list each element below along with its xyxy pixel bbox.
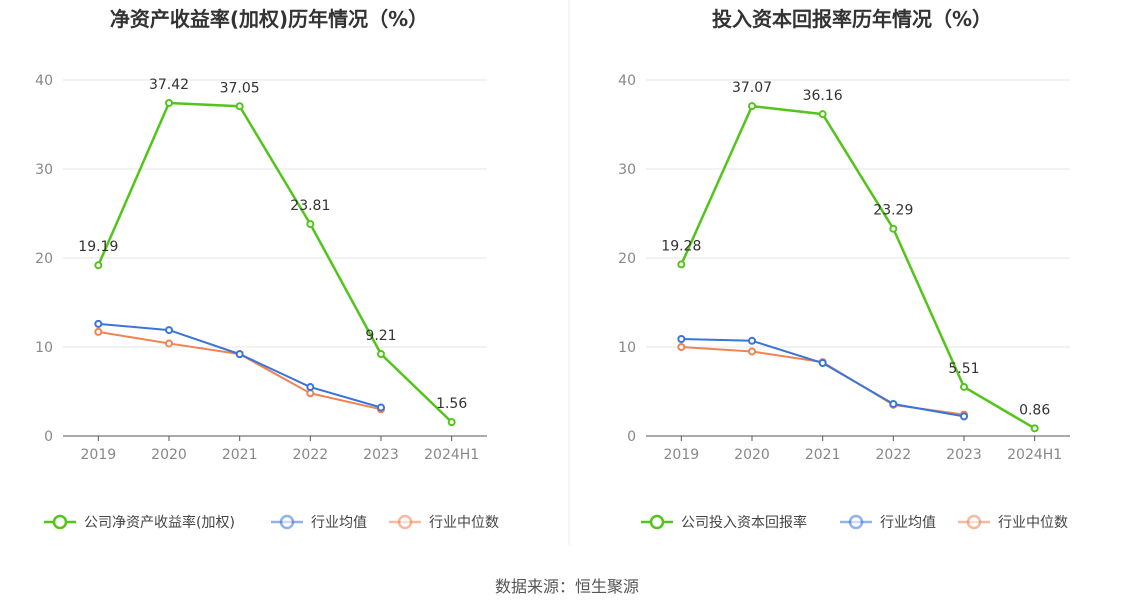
data-label: 37.07 xyxy=(732,80,772,96)
data-point-industry-avg[interactable] xyxy=(748,336,756,345)
data-point-industry-avg[interactable] xyxy=(235,350,244,359)
x-tick-label: 2020 xyxy=(151,447,187,463)
data-label: 23.29 xyxy=(873,203,913,219)
legend-swatch-marker xyxy=(279,514,295,530)
data-point-company[interactable] xyxy=(377,350,385,359)
series-line-industry-median xyxy=(98,330,382,411)
y-tick-label: 0 xyxy=(627,429,636,445)
data-point-industry-avg[interactable] xyxy=(889,399,898,408)
series-line-company xyxy=(680,104,1036,430)
data-point-industry-avg[interactable] xyxy=(377,403,385,412)
data-point-company[interactable] xyxy=(235,102,244,111)
y-tick-label: 20 xyxy=(35,251,53,267)
x-tick-label: 2023 xyxy=(946,447,982,463)
legend-label: 行业均值 xyxy=(880,515,936,531)
x-tick-label: 2022 xyxy=(293,447,329,463)
data-point-industry-avg[interactable] xyxy=(818,359,827,368)
y-tick-label: 40 xyxy=(618,73,636,89)
series-line-company xyxy=(97,101,453,424)
legend-item-company[interactable]: 公司净资产收益率(加权) xyxy=(44,514,235,531)
legend-label: 行业中位数 xyxy=(998,515,1068,531)
legend-label: 行业均值 xyxy=(311,515,367,531)
x-tick-label: 2023 xyxy=(363,447,399,463)
data-point-industry-median[interactable] xyxy=(677,343,686,351)
legend-swatch-marker xyxy=(966,514,982,530)
data-point-industry-avg[interactable] xyxy=(94,319,103,328)
data-point-company[interactable] xyxy=(677,260,686,269)
legend-item-industry-avg[interactable]: 行业均值 xyxy=(271,514,367,531)
y-tick-label: 20 xyxy=(618,251,636,267)
data-label: 5.51 xyxy=(948,361,979,377)
data-point-company[interactable] xyxy=(960,382,968,391)
y-tick-label: 30 xyxy=(618,162,636,178)
data-label: 19.28 xyxy=(661,238,701,254)
data-point-company[interactable] xyxy=(748,102,756,111)
y-tick-label: 10 xyxy=(35,340,53,356)
series-line-industry-avg xyxy=(98,322,382,409)
x-tick-label: 2019 xyxy=(664,447,700,463)
data-point-industry-median[interactable] xyxy=(748,347,756,356)
legend-item-industry-avg[interactable]: 行业均值 xyxy=(840,514,936,531)
data-point-company[interactable] xyxy=(1030,424,1039,433)
data-label: 1.56 xyxy=(436,396,467,412)
data-label: 9.21 xyxy=(365,328,396,344)
source-text: 数据来源：恒生聚源 xyxy=(495,577,639,596)
legend-swatch-marker xyxy=(397,514,413,530)
data-label: 0.86 xyxy=(1019,402,1050,418)
data-label: 23.81 xyxy=(290,198,330,214)
data-point-company[interactable] xyxy=(889,224,898,233)
data-point-industry-median[interactable] xyxy=(165,339,173,348)
x-tick-label: 2021 xyxy=(222,447,258,463)
data-point-industry-median[interactable] xyxy=(94,327,103,336)
legend-swatch-marker xyxy=(649,514,665,530)
chart-title: 投入资本回报率历年情况（%） xyxy=(712,7,992,31)
data-point-industry-avg[interactable] xyxy=(165,326,173,335)
legend-label: 行业中位数 xyxy=(429,515,499,531)
data-point-industry-avg[interactable] xyxy=(677,334,686,343)
chart-panel-1: 净资产收益率(加权)历年情况（%） 0 10 20 30 40 2019 2020 2021 20… xyxy=(35,7,499,531)
legend-label: 公司投入资本回报率 xyxy=(681,514,807,531)
x-tick-label: 2024H1 xyxy=(1007,447,1062,463)
series-line-industry-median xyxy=(681,346,965,416)
legend-swatch-marker xyxy=(52,514,68,530)
y-tick-label: 0 xyxy=(44,429,53,445)
data-point-company[interactable] xyxy=(165,98,173,107)
data-label: 19.19 xyxy=(78,239,118,255)
chart-title: 净资产收益率(加权)历年情况（%） xyxy=(110,7,428,31)
data-label: 37.42 xyxy=(149,77,189,93)
data-point-company[interactable] xyxy=(306,220,315,229)
chart-panel-2: 投入资本回报率历年情况（%） 0 10 20 30 40 2019 2020 2021 2022 2… xyxy=(618,7,1070,531)
legend-item-industry-median[interactable]: 行业中位数 xyxy=(958,514,1068,531)
data-point-company[interactable] xyxy=(94,261,103,270)
y-tick-label: 10 xyxy=(618,340,636,356)
data-point-company[interactable] xyxy=(447,418,456,427)
data-label: 36.16 xyxy=(803,88,843,104)
y-tick-label: 30 xyxy=(35,162,53,178)
data-point-industry-median[interactable] xyxy=(306,389,315,398)
data-point-industry-avg[interactable] xyxy=(306,383,315,392)
x-tick-label: 2022 xyxy=(876,447,912,463)
x-tick-label: 2020 xyxy=(734,447,770,463)
legend-item-industry-median[interactable]: 行业中位数 xyxy=(389,514,499,531)
legend-item-company[interactable]: 公司投入资本回报率 xyxy=(641,514,807,531)
legend-swatch-marker xyxy=(848,514,864,530)
x-tick-label: 2019 xyxy=(81,447,117,463)
x-tick-label: 2024H1 xyxy=(424,447,479,463)
y-tick-label: 40 xyxy=(35,73,53,89)
data-point-company[interactable] xyxy=(818,110,827,119)
x-tick-label: 2021 xyxy=(805,447,841,463)
legend-label: 公司净资产收益率(加权) xyxy=(84,514,235,531)
data-point-industry-avg[interactable] xyxy=(960,412,968,421)
data-label: 37.05 xyxy=(220,80,260,96)
